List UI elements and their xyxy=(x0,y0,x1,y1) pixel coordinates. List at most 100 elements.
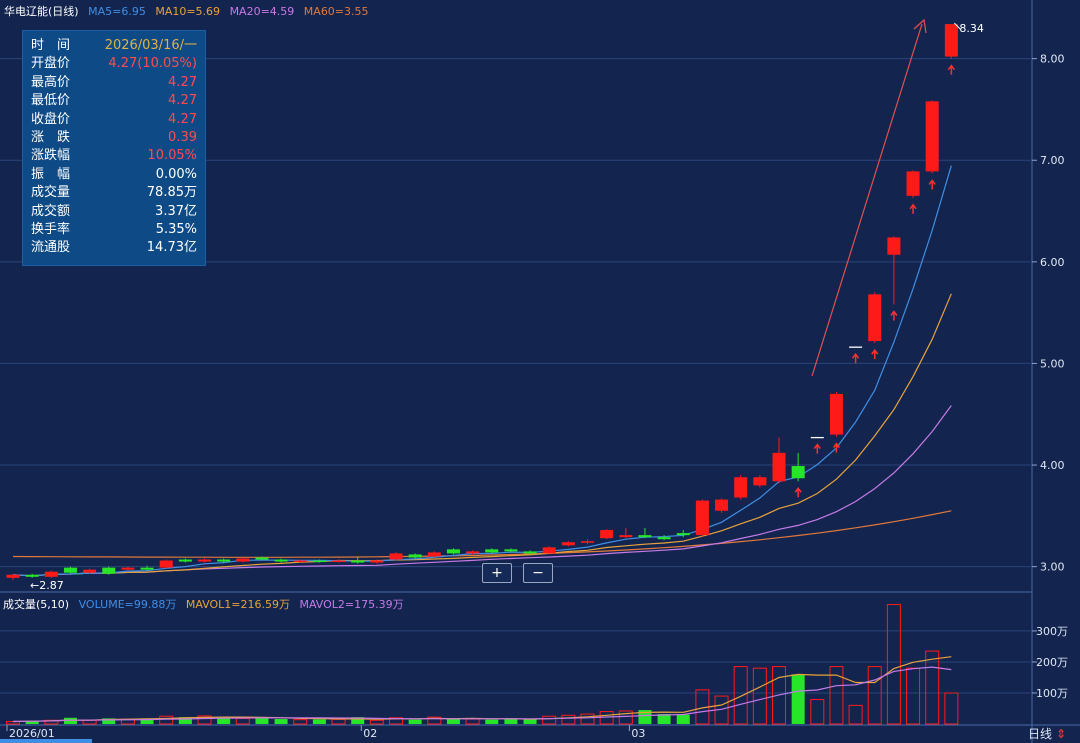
candle[interactable] xyxy=(638,528,652,539)
volume-bar[interactable] xyxy=(389,717,403,725)
volume-bar[interactable] xyxy=(159,715,174,725)
candle[interactable] xyxy=(772,437,786,484)
volume-bar[interactable] xyxy=(810,699,825,725)
volume-bar[interactable] xyxy=(523,719,537,724)
volume-bar[interactable] xyxy=(331,718,346,725)
period-selector[interactable]: 日线 ⇕ xyxy=(1028,725,1066,742)
scroll-thumb[interactable] xyxy=(0,739,92,743)
candle[interactable] xyxy=(906,170,920,198)
volume-bar[interactable] xyxy=(255,717,269,724)
volume-bar[interactable] xyxy=(102,718,116,724)
candle[interactable] xyxy=(236,557,250,563)
candle[interactable] xyxy=(523,550,537,555)
candle[interactable] xyxy=(695,499,709,538)
candle[interactable] xyxy=(581,539,594,545)
period-toggle-icon[interactable]: ⇕ xyxy=(1056,727,1067,741)
volume-bar[interactable] xyxy=(82,719,97,725)
volume-bar[interactable] xyxy=(752,667,767,725)
volume-bar[interactable] xyxy=(312,719,326,724)
volume-bar[interactable] xyxy=(235,717,250,725)
candle[interactable] xyxy=(791,452,805,482)
candle[interactable] xyxy=(121,566,135,571)
volume-bar[interactable] xyxy=(848,704,863,725)
candle[interactable] xyxy=(485,548,499,554)
volume-bar[interactable] xyxy=(197,715,212,725)
candle[interactable] xyxy=(198,558,211,563)
volume-bar[interactable] xyxy=(351,717,365,724)
candle[interactable] xyxy=(255,556,269,561)
candle[interactable] xyxy=(542,546,556,555)
candle[interactable] xyxy=(887,236,901,305)
volume-bar[interactable] xyxy=(504,719,518,724)
candle[interactable] xyxy=(159,559,173,569)
volume-bar[interactable] xyxy=(44,719,59,725)
candle[interactable] xyxy=(446,548,460,555)
volume-bar[interactable] xyxy=(867,666,882,725)
volume-bar[interactable] xyxy=(427,716,442,725)
volume-bar[interactable] xyxy=(274,719,288,724)
candle[interactable] xyxy=(63,566,77,574)
candle[interactable] xyxy=(829,391,843,437)
candle[interactable] xyxy=(734,475,748,500)
candle[interactable] xyxy=(44,570,58,578)
volume-bar[interactable] xyxy=(561,714,576,725)
candle[interactable] xyxy=(178,558,192,563)
candle[interactable] xyxy=(466,550,480,555)
candle[interactable] xyxy=(6,573,20,580)
volume-bar[interactable] xyxy=(465,718,480,725)
candle[interactable] xyxy=(561,541,575,547)
volume-bar[interactable] xyxy=(772,666,786,725)
volume-bar[interactable] xyxy=(676,714,690,724)
volume-bar[interactable] xyxy=(293,719,308,725)
candle[interactable] xyxy=(676,530,690,538)
candle[interactable] xyxy=(427,551,441,558)
candle[interactable] xyxy=(925,100,939,174)
volume-bar[interactable] xyxy=(886,604,901,725)
candle[interactable] xyxy=(217,558,231,563)
candle[interactable] xyxy=(332,559,346,563)
volume-bar[interactable] xyxy=(599,711,614,725)
candle[interactable] xyxy=(600,529,614,540)
candle[interactable] xyxy=(715,498,729,513)
volume-bar[interactable] xyxy=(178,717,192,724)
candle[interactable] xyxy=(83,568,97,574)
volume-bar[interactable] xyxy=(217,717,231,724)
zoom-in-button[interactable]: + xyxy=(482,563,512,583)
volume-bar[interactable] xyxy=(408,719,422,724)
volume-bar[interactable] xyxy=(733,666,748,725)
candle[interactable] xyxy=(504,548,518,553)
candle[interactable] xyxy=(657,535,671,541)
candle[interactable] xyxy=(868,292,882,344)
candle[interactable] xyxy=(944,24,958,59)
volume-bar[interactable] xyxy=(618,710,633,725)
candle[interactable] xyxy=(140,565,154,571)
volume-bar[interactable] xyxy=(791,674,805,724)
candle[interactable] xyxy=(619,528,633,539)
volume-bar[interactable] xyxy=(369,719,384,725)
volume-bar[interactable] xyxy=(542,715,557,725)
volume-series[interactable] xyxy=(6,604,959,725)
volume-bar[interactable] xyxy=(63,717,77,724)
candle[interactable] xyxy=(408,553,422,559)
volume-bar[interactable] xyxy=(485,719,499,724)
candle[interactable] xyxy=(25,573,39,578)
zoom-out-button[interactable]: − xyxy=(523,563,553,583)
volume-bar[interactable] xyxy=(446,718,460,724)
volume-bar[interactable] xyxy=(829,666,844,725)
volume-bar[interactable] xyxy=(906,667,921,725)
candle[interactable] xyxy=(753,475,767,488)
volume-bar[interactable] xyxy=(140,718,154,724)
candle[interactable] xyxy=(274,558,288,563)
volume-bar[interactable] xyxy=(925,650,940,725)
volume-bar[interactable] xyxy=(25,720,39,724)
volume-bar[interactable] xyxy=(580,713,595,725)
candlestick-series[interactable] xyxy=(6,24,958,580)
volume-bar[interactable] xyxy=(944,692,959,725)
candle[interactable] xyxy=(293,559,307,563)
candle[interactable] xyxy=(102,566,116,575)
volume-bar[interactable] xyxy=(6,721,20,725)
candle[interactable] xyxy=(389,552,403,561)
candle[interactable] xyxy=(351,556,365,564)
volume-bar[interactable] xyxy=(638,710,652,724)
candle[interactable] xyxy=(370,559,384,564)
